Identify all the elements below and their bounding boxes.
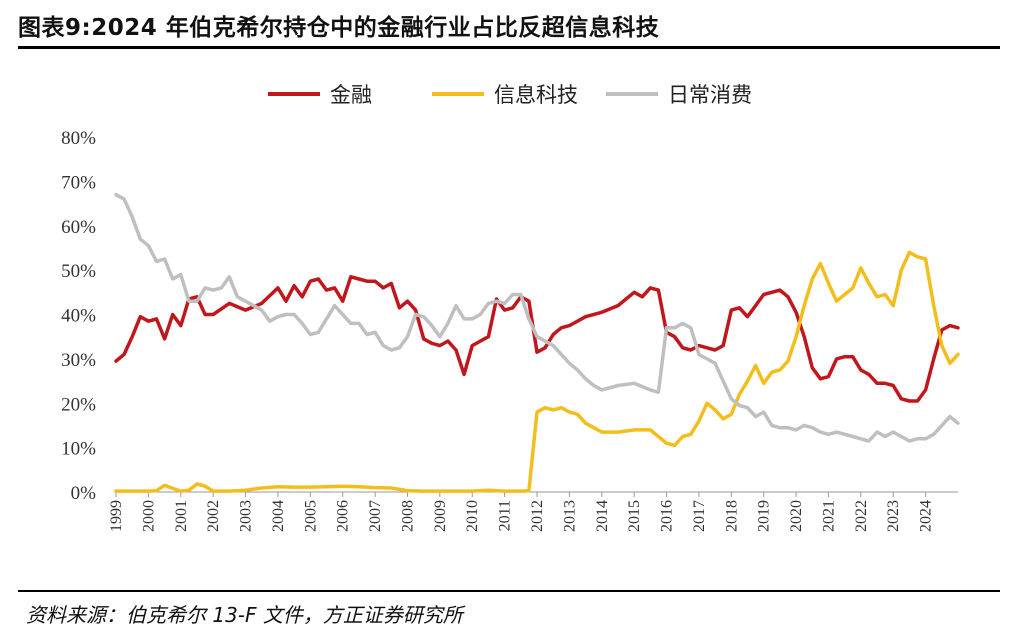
x-tick-label: 2014 bbox=[594, 500, 611, 532]
y-axis: 0% 10% 20% 30% 40% 50% 60% 70% 80% bbox=[61, 128, 96, 504]
y-tick-label: 50% bbox=[61, 261, 96, 282]
y-tick-label: 30% bbox=[61, 350, 96, 371]
x-tick-label: 2001 bbox=[173, 500, 190, 532]
chart-legend: 金融 信息科技 日常消费 bbox=[268, 83, 752, 107]
x-tick-label: 2018 bbox=[723, 500, 740, 532]
x-tick-label: 2005 bbox=[302, 500, 319, 532]
x-tick-label: 1999 bbox=[108, 500, 125, 532]
y-tick-label: 60% bbox=[61, 217, 96, 238]
y-tick-label: 80% bbox=[61, 128, 96, 149]
x-tick-label: 2007 bbox=[367, 500, 384, 532]
x-axis: 1999 2000 2001 2002 2003 2004 2005 2006 2007 2008… bbox=[108, 491, 958, 532]
y-tick-label: 40% bbox=[61, 306, 96, 327]
series-line-1 bbox=[114, 275, 960, 403]
legend-label: 金融 bbox=[330, 83, 372, 107]
x-tick-label: 2017 bbox=[691, 500, 708, 532]
y-tick-label: 70% bbox=[61, 172, 96, 193]
legend-label: 信息科技 bbox=[494, 83, 578, 107]
y-tick-label: 20% bbox=[61, 394, 96, 415]
x-tick-label: 2002 bbox=[205, 500, 222, 532]
x-tick-label: 2006 bbox=[335, 500, 352, 532]
legend-label: 日常消费 bbox=[668, 83, 752, 107]
title-divider bbox=[18, 46, 1000, 49]
x-tick-label: 2020 bbox=[788, 500, 805, 532]
x-tick-label: 2012 bbox=[529, 500, 546, 532]
x-tick-label: 2004 bbox=[270, 500, 287, 532]
figure-title: 图表9:2024 年伯克希尔持仓中的金融行业占比反超信息科技 bbox=[18, 15, 660, 41]
x-tick-label: 2019 bbox=[756, 500, 773, 532]
x-tick-label: 2013 bbox=[561, 500, 578, 532]
y-tick-label: 0% bbox=[71, 483, 97, 504]
source-divider bbox=[18, 590, 1000, 592]
x-tick-label: 2011 bbox=[497, 500, 514, 531]
x-tick-label: 2015 bbox=[626, 500, 643, 532]
x-tick-label: 2021 bbox=[820, 500, 837, 532]
series-line-3 bbox=[114, 192, 960, 443]
x-tick-label: 2022 bbox=[853, 500, 870, 532]
series-layer bbox=[114, 192, 960, 493]
x-tick-label: 2003 bbox=[238, 500, 255, 532]
x-tick-label: 2000 bbox=[140, 500, 157, 532]
x-tick-label: 2009 bbox=[432, 500, 449, 532]
y-tick-label: 10% bbox=[61, 439, 96, 460]
x-tick-label: 2010 bbox=[464, 500, 481, 532]
series-line-2 bbox=[114, 250, 960, 493]
x-tick-label: 2023 bbox=[885, 500, 902, 532]
source-note: 资料来源：伯克希尔 13-F 文件，方正证券研究所 bbox=[26, 603, 463, 627]
x-tick-label: 2008 bbox=[399, 500, 416, 532]
x-tick-label: 2016 bbox=[659, 500, 676, 532]
x-tick-label: 2024 bbox=[918, 500, 935, 532]
